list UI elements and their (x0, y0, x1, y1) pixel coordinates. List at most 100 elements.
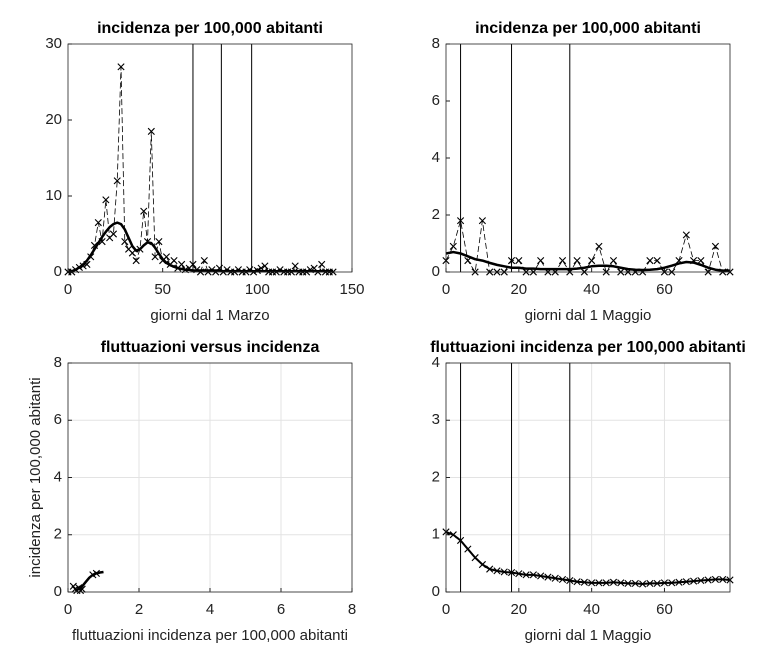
marker (711, 242, 720, 250)
subplot-title: fluttuazioni versus incidenza (101, 339, 320, 356)
marker (128, 249, 136, 257)
marker (573, 578, 581, 586)
marker (690, 577, 698, 585)
x-tick-label: 150 (339, 281, 364, 298)
marker (668, 579, 676, 587)
marker (609, 257, 618, 265)
marker (537, 572, 545, 580)
x-tick-label: 4 (206, 601, 214, 618)
marker (493, 567, 501, 575)
subplot: 0 50 100 150 0 10 20 30 incidenza per 100,000 ab… (45, 20, 364, 324)
y-tick-label: 20 (45, 111, 62, 128)
marker (646, 257, 654, 265)
y-tick-label: 0 (54, 263, 62, 280)
y-tick-label: 4 (432, 354, 440, 371)
marker (486, 565, 494, 573)
marker (507, 568, 516, 577)
marker (522, 571, 530, 579)
marker (580, 578, 588, 586)
marker (151, 253, 159, 261)
marker (449, 242, 457, 250)
marker (704, 576, 712, 584)
marker (595, 579, 603, 587)
marker (602, 579, 610, 587)
marker (478, 560, 486, 569)
marker (102, 196, 110, 204)
series-line (74, 570, 104, 592)
marker (631, 579, 639, 588)
marker (200, 257, 208, 265)
marker (697, 576, 705, 585)
axes-frame (67, 362, 353, 593)
x-tick-label: 100 (245, 281, 270, 298)
marker (719, 575, 727, 583)
marker (609, 578, 618, 586)
y-tick-label: 1 (432, 526, 440, 543)
marker (155, 238, 163, 246)
marker (566, 576, 574, 585)
y-tick-label: 30 (45, 35, 62, 52)
subplot-title: incidenza per 100,000 abitanti (475, 20, 701, 37)
marker (558, 575, 567, 583)
subplot-title: fluttuazioni incidenza per 100,000 abita… (430, 339, 746, 356)
subplot: 0 2 4 6 8 0 2 4 6 8 fluttuazioni versus incidenza f… (27, 339, 356, 644)
y-tick-label: 0 (432, 583, 440, 600)
marker (162, 253, 171, 261)
marker (291, 262, 299, 270)
y-tick-label: 4 (432, 149, 440, 166)
marker (639, 580, 647, 588)
x-tick-label: 6 (277, 601, 285, 618)
marker (515, 570, 523, 578)
y-tick-label: 0 (432, 263, 440, 280)
x-axis-label: giorni dal 1 Maggio (525, 307, 652, 324)
marker (449, 531, 457, 539)
x-tick-label: 60 (656, 281, 673, 298)
y-tick-label: 8 (54, 354, 62, 371)
marker (682, 578, 690, 586)
marker (697, 257, 705, 265)
marker (595, 242, 603, 250)
plot-area (446, 44, 730, 272)
x-tick-label: 0 (442, 601, 450, 618)
axes-frame (67, 43, 353, 273)
marker (147, 127, 155, 135)
marker (544, 573, 552, 581)
marker (140, 207, 148, 215)
marker (109, 230, 118, 238)
marker (456, 536, 465, 545)
y-tick-label: 10 (45, 187, 62, 204)
x-tick-label: 0 (64, 281, 72, 298)
x-axis-label: giorni dal 1 Marzo (150, 307, 269, 324)
y-tick-label: 4 (54, 468, 62, 485)
marker (515, 257, 523, 265)
marker (94, 219, 102, 227)
x-tick-label: 40 (583, 601, 600, 618)
axes-frame (445, 43, 731, 273)
y-tick-label: 2 (54, 526, 62, 543)
marker (675, 578, 683, 586)
marker (711, 575, 720, 583)
x-tick-label: 8 (348, 601, 356, 618)
marker (471, 554, 479, 562)
x-tick-label: 0 (442, 281, 450, 298)
y-tick-label: 8 (432, 35, 440, 52)
marker (261, 262, 269, 270)
marker (573, 257, 581, 265)
x-axis-label: fluttuazioni incidenza per 100,000 abita… (72, 627, 348, 644)
y-tick-label: 3 (432, 411, 440, 428)
marker (537, 257, 545, 265)
x-axis-label: giorni dal 1 Maggio (525, 627, 652, 644)
marker (682, 231, 690, 239)
marker (624, 579, 632, 588)
marker (464, 545, 472, 553)
x-tick-label: 60 (656, 601, 673, 618)
marker (178, 260, 186, 268)
marker (117, 63, 125, 71)
marker (500, 568, 508, 576)
marker (69, 582, 77, 590)
marker (551, 574, 559, 582)
marker (588, 257, 596, 265)
series-line (445, 250, 730, 272)
marker (653, 579, 661, 588)
